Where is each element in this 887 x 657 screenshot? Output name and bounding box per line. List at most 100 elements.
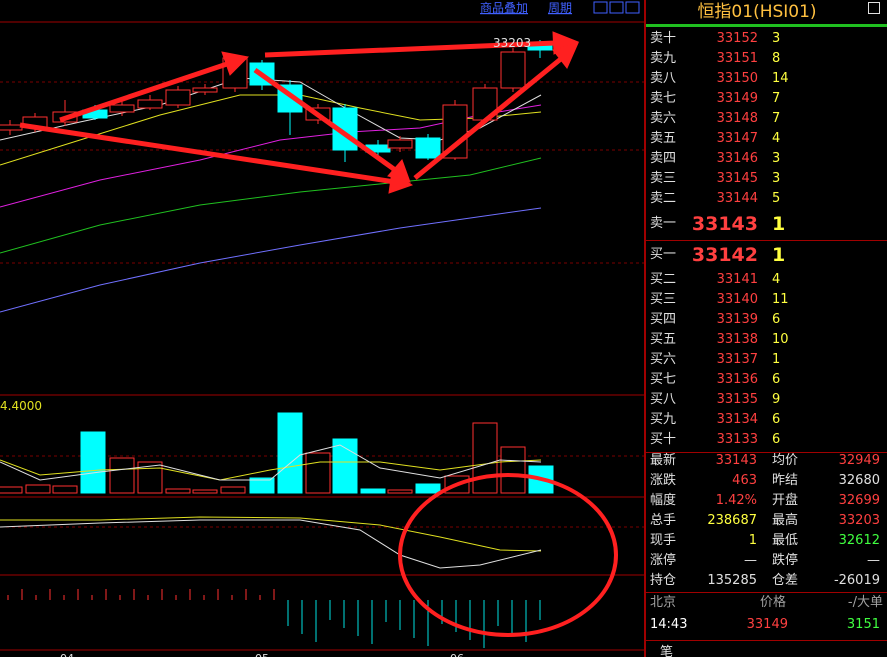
candle-body — [387, 139, 413, 149]
level-volume: 6 — [772, 312, 781, 327]
stat-label: 最低 — [772, 533, 799, 548]
level-price: 33148 — [716, 111, 758, 126]
ma-line — [0, 104, 542, 208]
panel-button[interactable] — [868, 2, 880, 14]
stat-label: 跌停 — [772, 553, 799, 568]
level-volume: 1 — [772, 213, 786, 235]
volume-bar — [249, 477, 275, 494]
level-price: 33150 — [716, 71, 758, 86]
level-label: 买五 — [650, 332, 677, 347]
level-volume: 4 — [772, 272, 781, 287]
nav-button[interactable] — [609, 1, 624, 14]
stat-label: 持仓 — [650, 573, 677, 588]
tick-header: 北京 — [650, 595, 677, 610]
arrow — [59, 60, 231, 123]
volume-bar — [415, 483, 441, 494]
level-label: 买九 — [650, 412, 677, 427]
ma-line — [0, 207, 542, 313]
vol-ma — [0, 444, 542, 481]
level-price: 33146 — [716, 151, 758, 166]
period-link[interactable]: 周期 — [548, 1, 572, 15]
level-label: 卖九 — [650, 51, 677, 66]
volume-bar — [472, 422, 498, 494]
level-label: 卖二 — [650, 191, 677, 206]
level-price: 33133 — [716, 432, 758, 447]
level-label: 卖五 — [650, 131, 677, 146]
kline-chart: 33203 4.4000 04 05 06 商品叠加 周期 — [0, 0, 645, 657]
level-volume: 1 — [772, 244, 786, 266]
stat-label: 仓差 — [772, 573, 799, 588]
level-label: 卖六 — [650, 111, 677, 126]
x-label: 06 — [450, 652, 464, 657]
stat-label: 均价 — [772, 453, 799, 468]
level-volume: 1 — [772, 352, 781, 367]
volume-bar — [52, 485, 78, 494]
stat-label: 最高 — [772, 513, 799, 528]
stat-value: 33143 — [715, 453, 757, 468]
arrow — [264, 40, 556, 58]
separator — [646, 452, 887, 453]
arrow — [413, 56, 564, 180]
level-price: 33140 — [716, 292, 758, 307]
level-volume: 6 — [772, 372, 781, 387]
volume-bar — [0, 486, 23, 494]
level-price: 33141 — [716, 272, 758, 287]
level-label: 买一 — [650, 247, 677, 262]
level-price: 33134 — [716, 412, 758, 427]
level-price: 33152 — [716, 31, 758, 46]
macd-line — [0, 516, 542, 552]
highlight-circle — [398, 473, 618, 637]
macd-bars — [7, 589, 541, 648]
x-label: 05 — [255, 652, 269, 657]
candle-body — [415, 137, 441, 159]
nav-button[interactable] — [593, 1, 608, 14]
volume-bars — [0, 412, 554, 494]
separator — [646, 640, 887, 641]
volume-bar — [332, 438, 358, 494]
stat-value: 463 — [732, 473, 757, 488]
stat-value: 33203 — [838, 513, 880, 528]
candle-body — [165, 89, 191, 106]
overlay-link[interactable]: 商品叠加 — [480, 0, 528, 15]
tick-price: 33149 — [746, 617, 788, 632]
stat-value: 32612 — [838, 533, 880, 548]
separator — [646, 240, 887, 241]
level-label: 买三 — [650, 292, 677, 307]
stat-label: 现手 — [650, 533, 677, 548]
nav-button[interactable] — [625, 1, 640, 14]
arrowhead — [552, 42, 579, 69]
candle-body — [192, 87, 218, 93]
level-label: 买八 — [650, 392, 677, 407]
level-label: 卖七 — [650, 91, 677, 106]
candle-body — [0, 124, 23, 131]
candle-body — [109, 104, 135, 113]
level-volume: 3 — [772, 31, 781, 46]
level-volume: 9 — [772, 392, 781, 407]
tick-volume: 3151 — [846, 617, 880, 632]
macd-line — [0, 519, 542, 569]
volume-bar — [305, 452, 331, 494]
arrowhead — [221, 51, 250, 76]
volume-bar — [80, 431, 106, 494]
arrowhead — [387, 159, 411, 183]
panel-border — [644, 0, 646, 657]
stat-value: 32680 — [838, 473, 880, 488]
stat-label: 涨停 — [650, 553, 677, 568]
stat-value: — — [744, 553, 757, 568]
level-price: 33149 — [716, 91, 758, 106]
level-label: 卖四 — [650, 151, 677, 166]
level-price: 33139 — [716, 312, 758, 327]
level-price: 33136 — [716, 372, 758, 387]
arrow — [253, 67, 400, 175]
level-label: 买十 — [650, 432, 677, 447]
volume-bar — [277, 412, 303, 494]
level-price: 33138 — [716, 332, 758, 347]
level-volume: 8 — [772, 51, 781, 66]
stat-value: 238687 — [707, 513, 757, 528]
level-price: 33142 — [691, 244, 758, 266]
level-volume: 4 — [772, 131, 781, 146]
volume-bar — [165, 488, 191, 494]
title-underline — [646, 24, 887, 27]
arrow — [19, 122, 396, 185]
